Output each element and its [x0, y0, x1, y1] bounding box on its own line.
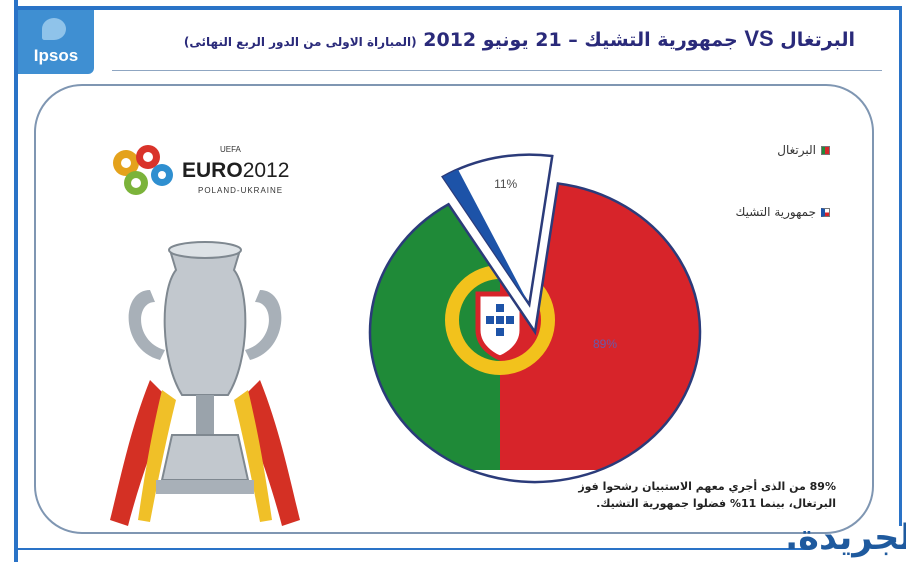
host-countries: POLAND-UKRAINE — [198, 186, 284, 195]
euro-word: EURO — [182, 159, 243, 182]
left-border-rule — [14, 0, 18, 562]
legend-item-czech: جمهورية التشيك — [680, 202, 830, 222]
title-team-czech-date: جمهورية التشيك – 21 يونيو 2012 — [423, 29, 738, 51]
top-border-rule — [14, 6, 902, 10]
legend-swatch-czech — [821, 207, 830, 217]
survey-caption: 89% من الذى أجري معهم الاستبيان رشحوا فو… — [578, 480, 836, 510]
euro-year: 2012 — [242, 159, 290, 182]
legend-item-portugal: البرتغال — [680, 140, 830, 160]
chart-legend: البرتغال جمهورية التشيك — [680, 140, 830, 222]
bottom-border-rule — [14, 548, 810, 550]
content-panel — [34, 84, 874, 534]
legend-label-portugal: البرتغال — [777, 143, 816, 157]
aljarida-brand-logo: الجريدة. — [785, 518, 906, 558]
ipsos-logo: Ipsos — [18, 10, 94, 74]
uefa-label: UEFA — [220, 145, 241, 154]
title-underline — [112, 70, 882, 71]
title-subtitle: (المباراة الاولى من الدور الربع النهائى) — [183, 35, 417, 49]
right-border-rule — [899, 6, 902, 526]
trophy-image — [110, 241, 300, 526]
ipsos-logo-text: Ipsos — [33, 46, 79, 65]
euro2012-logo: UEFA EURO2012 POLAND-UKRAINE — [104, 135, 294, 205]
legend-swatch-portugal — [821, 145, 830, 155]
ipsos-bubble-icon — [42, 18, 66, 40]
legend-label-czech: جمهورية التشيك — [735, 205, 816, 219]
euro-wordmark: EURO2012 — [182, 159, 289, 183]
page-title: البرتغال VS جمهورية التشيك – 21 يونيو 20… — [110, 22, 855, 56]
euro-flower-emblem-icon — [113, 145, 173, 195]
title-vs: VS — [744, 26, 774, 51]
title-team-portugal: البرتغال — [780, 29, 855, 51]
